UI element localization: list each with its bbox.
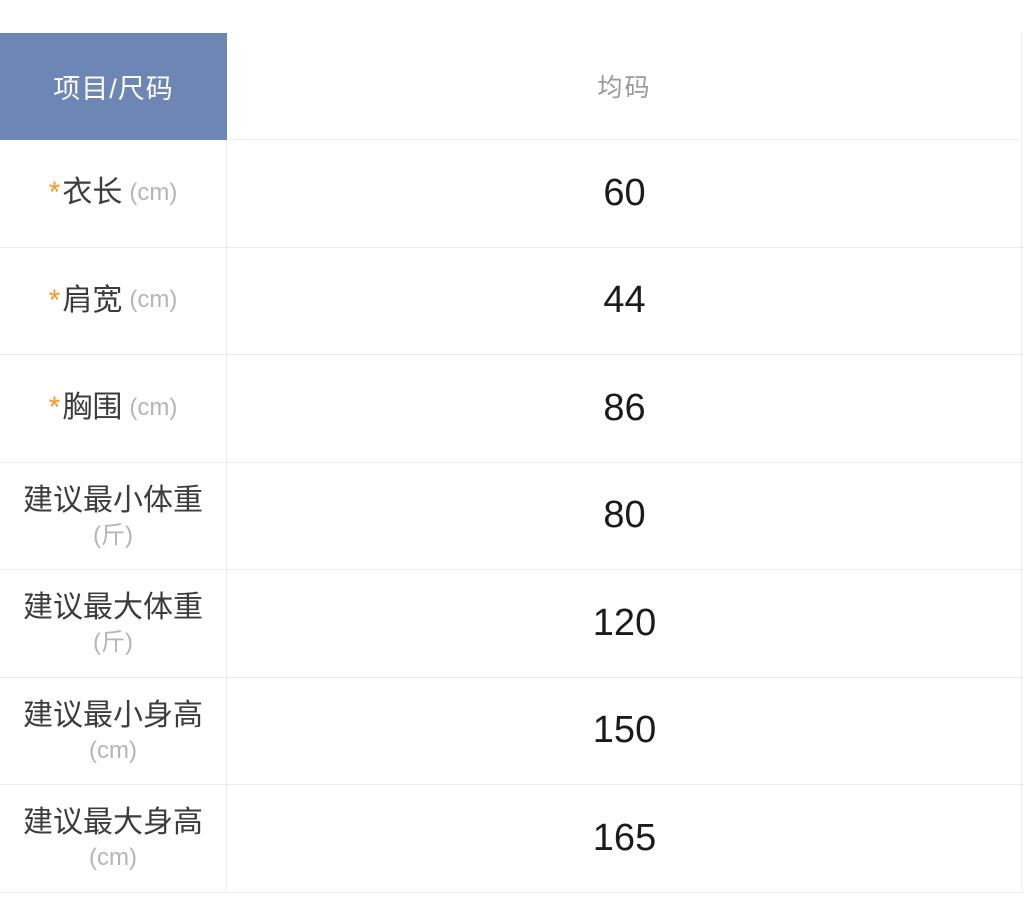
- row-unit-text: (cm): [89, 844, 137, 872]
- row-label-min-weight: 建议最小体重 (斤): [0, 462, 227, 569]
- row-value: 120: [592, 601, 657, 644]
- row-unit-text: (cm): [129, 178, 178, 206]
- table-right-border: [1021, 33, 1022, 893]
- required-marker: *: [48, 283, 61, 317]
- row-label-min-height: 建议最小身高 (cm): [0, 677, 227, 784]
- corner-header-cell: 项目/尺码: [0, 33, 227, 140]
- corner-header-label: 项目/尺码: [53, 74, 174, 104]
- size-column-header-label: 均码: [597, 74, 652, 102]
- size-chart-table: 项目/尺码 均码 * 衣长 (cm) 60 * 肩宽 (cm) 44 * 胸围 (cm) 8…: [0, 33, 1024, 893]
- row-value: 60: [603, 171, 646, 214]
- row-label-garment-length: * 衣长 (cm): [0, 140, 227, 247]
- row-label-text: 肩宽: [62, 283, 123, 317]
- required-marker: *: [48, 391, 61, 425]
- table-row: 建议最大身高 (cm) 165: [0, 785, 1024, 893]
- row-label-max-height: 建议最大身高 (cm): [0, 785, 227, 892]
- row-label-bust: * 胸围 (cm): [0, 355, 227, 462]
- size-column-header: 均码: [227, 33, 1022, 140]
- row-unit-text: (cm): [129, 286, 178, 314]
- row-unit-text: (cm): [129, 393, 178, 421]
- table-row: * 肩宽 (cm) 44: [0, 247, 1024, 355]
- row-label-text: 衣长: [62, 176, 123, 210]
- required-marker: *: [48, 176, 61, 210]
- row-value: 44: [603, 279, 646, 322]
- row-value: 80: [603, 494, 646, 537]
- row-label-max-weight: 建议最大体重 (斤): [0, 570, 227, 677]
- row-label-text: 建议最小身高: [23, 698, 203, 732]
- row-unit-text: (斤): [93, 521, 133, 549]
- row-label-shoulder-width: * 肩宽 (cm): [0, 247, 227, 354]
- row-value: 86: [603, 386, 646, 429]
- table-header-row: 项目/尺码 均码: [0, 33, 1024, 140]
- row-label-text: 建议最小体重: [23, 483, 203, 517]
- row-label-text: 胸围: [62, 391, 123, 425]
- row-unit-text: (cm): [89, 736, 137, 764]
- table-row: 建议最大体重 (斤) 120: [0, 570, 1024, 678]
- row-unit-text: (斤): [93, 629, 133, 657]
- row-value: 165: [592, 816, 657, 859]
- table-row: * 衣长 (cm) 60: [0, 140, 1024, 248]
- row-label-text: 建议最大体重: [23, 591, 203, 625]
- row-value: 150: [592, 709, 657, 752]
- table-row: 建议最小身高 (cm) 150: [0, 677, 1024, 785]
- table-row: 建议最小体重 (斤) 80: [0, 462, 1024, 570]
- row-label-text: 建议最大身高: [23, 806, 203, 840]
- table-row: * 胸围 (cm) 86: [0, 355, 1024, 463]
